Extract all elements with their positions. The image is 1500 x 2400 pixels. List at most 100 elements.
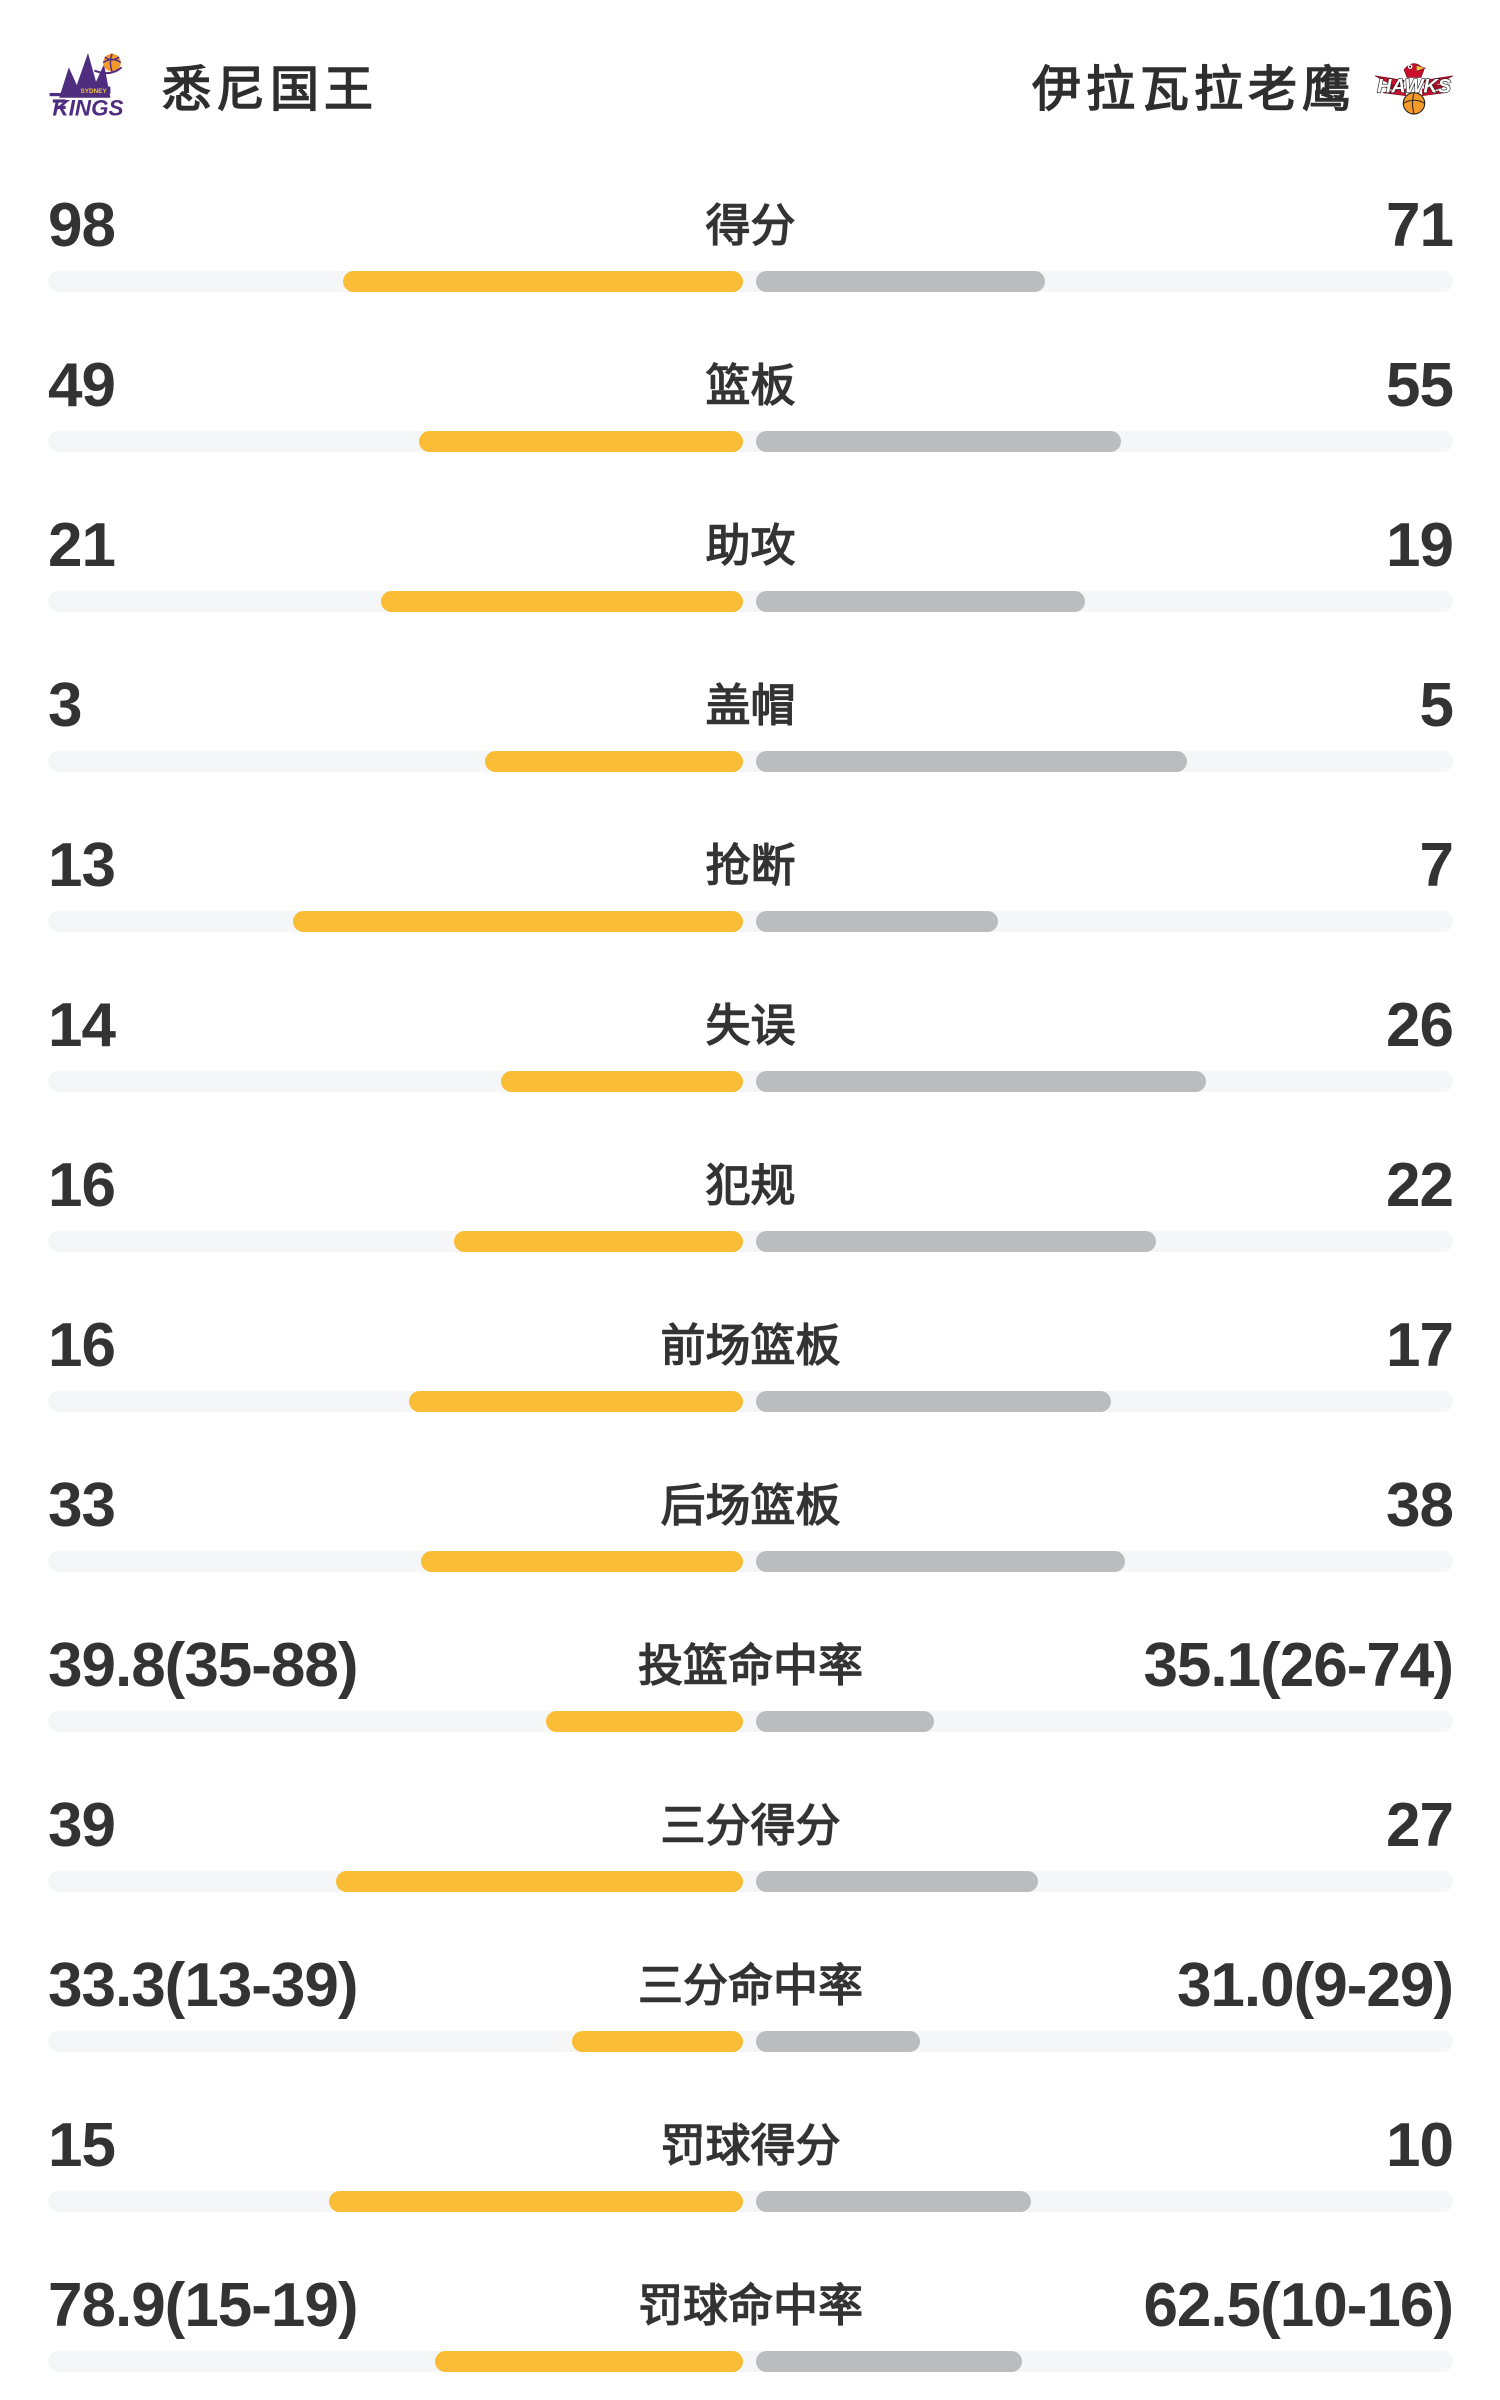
away-bar	[755, 271, 1046, 292]
svg-text:SYDNEY: SYDNEY	[80, 88, 107, 95]
home-bar	[335, 1871, 744, 1892]
away-value: 5	[1419, 671, 1454, 740]
stat-row: 16 犯规 22	[48, 1153, 1454, 1257]
away-value: 27	[1386, 1791, 1454, 1860]
header: SYDNEY KINGS 悉尼国王 伊拉瓦拉老鹰	[48, 42, 1456, 128]
svg-text:HAWKS: HAWKS	[1377, 76, 1452, 98]
stat-values-line: 15 罚球得分 10	[48, 2111, 1454, 2180]
away-value: 17	[1386, 1311, 1454, 1380]
stat-values-line: 39 三分得分 27	[48, 1791, 1454, 1860]
stat-label: 犯规	[705, 1160, 796, 1211]
stat-label: 罚球命中率	[637, 2280, 863, 2331]
away-bar	[755, 1391, 1112, 1412]
stat-label: 失误	[705, 1000, 796, 1051]
team-home: SYDNEY KINGS 悉尼国王	[48, 45, 378, 125]
home-value: 13	[48, 831, 116, 900]
away-bar	[755, 751, 1188, 772]
stat-bar-track	[48, 271, 1453, 292]
away-value: 55	[1386, 351, 1454, 420]
stat-values-line: 14 失误 26	[48, 991, 1454, 1060]
stat-row: 16 前场篮板 17	[48, 1311, 1454, 1417]
stat-row: 39 三分得分 27	[48, 1791, 1454, 1897]
stat-label: 投篮命中率	[637, 1640, 863, 1691]
stat-values-line: 3 盖帽 5	[48, 671, 1454, 740]
sydney-kings-logo: SYDNEY KINGS	[49, 53, 124, 120]
away-bar	[755, 2351, 1022, 2372]
away-value: 7	[1419, 831, 1454, 900]
away-bar	[755, 2191, 1032, 2212]
home-value: 39.8(35-88)	[48, 1631, 359, 1700]
home-bar	[501, 1071, 744, 1092]
away-bar	[755, 1871, 1039, 1892]
stat-values-line: 16 前场篮板 17	[48, 1311, 1454, 1380]
team-away-name: 伊拉瓦拉老鹰	[1031, 62, 1356, 117]
illawarra-hawks-logo: HAWKS	[1374, 63, 1454, 115]
stat-bar-track	[48, 1071, 1453, 1092]
stat-label: 篮板	[705, 360, 796, 411]
home-value: 39	[48, 1791, 116, 1860]
stat-bar-track	[48, 431, 1453, 452]
away-value: 10	[1386, 2111, 1454, 2180]
stat-values-line: 21 助攻 19	[48, 511, 1454, 580]
stat-bar-track	[48, 1551, 1453, 1572]
stat-values-line: 49 篮板 55	[48, 351, 1454, 420]
stat-values-line: 33 后场篮板 38	[48, 1471, 1454, 1540]
stat-row: 15 罚球得分 10	[48, 2111, 1454, 2217]
away-bar	[755, 1711, 935, 1732]
stat-bar-track	[48, 2351, 1453, 2372]
team-away: 伊拉瓦拉老鹰 HAWKS	[1032, 43, 1456, 127]
stat-row: 14 失误 26	[48, 991, 1454, 1097]
stat-row: 49 篮板 55	[48, 351, 1454, 457]
home-value: 3	[48, 671, 82, 740]
stat-label: 三分得分	[660, 1800, 841, 1851]
away-bar	[755, 1231, 1157, 1252]
away-value: 71	[1386, 191, 1454, 260]
stat-row: 3 盖帽 5	[48, 671, 1454, 777]
home-value: 33	[48, 1471, 116, 1540]
stat-values-line: 98 得分 71	[48, 191, 1454, 260]
stat-values-line: 33.3(13-39) 三分命中率 31.0(9-29)	[48, 1953, 1454, 2019]
home-value: 49	[48, 351, 116, 420]
stat-bar-track	[48, 1711, 1453, 1732]
home-bar	[484, 751, 744, 772]
stat-label: 三分命中率	[637, 1960, 863, 2011]
stat-bar-track	[48, 751, 1453, 772]
home-bar	[380, 591, 744, 612]
stat-row: 39.8(35-88) 投篮命中率 35.1(26-74)	[48, 1631, 1454, 1737]
home-bar	[342, 271, 744, 292]
stat-row: 21 助攻 19	[48, 511, 1454, 617]
home-bar	[418, 431, 744, 452]
stat-bar-track	[48, 1871, 1453, 1892]
home-value: 78.9(15-19)	[48, 2271, 359, 2340]
stat-bar-track	[48, 2031, 1453, 2052]
away-value: 19	[1386, 511, 1454, 580]
svg-text:KINGS: KINGS	[53, 95, 124, 120]
stat-bar-track	[48, 911, 1453, 932]
home-bar	[421, 1551, 744, 1572]
home-bar	[453, 1231, 744, 1252]
away-bar	[755, 1551, 1126, 1572]
stat-row: 98 得分 71	[48, 191, 1454, 297]
stat-row: 78.9(15-19) 罚球命中率 62.5(10-16)	[48, 2271, 1454, 2377]
stat-values-line: 39.8(35-88) 投篮命中率 35.1(26-74)	[48, 1631, 1454, 1700]
home-bar	[546, 1711, 744, 1732]
home-value: 14	[48, 991, 116, 1060]
home-bar	[408, 1391, 744, 1412]
stat-label: 罚球得分	[660, 2120, 841, 2171]
home-bar	[328, 2191, 744, 2212]
stat-label: 前场篮板	[660, 1320, 841, 1371]
team-home-name: 悉尼国王	[162, 62, 379, 117]
away-bar	[755, 911, 998, 932]
stat-bar-track	[48, 2191, 1453, 2212]
stat-row: 33 后场篮板 38	[48, 1471, 1454, 1577]
stat-label: 后场篮板	[660, 1480, 841, 1531]
stat-bar-track	[48, 1391, 1453, 1412]
home-value: 98	[48, 191, 116, 260]
stat-label: 助攻	[705, 520, 796, 571]
stat-values-line: 13 抢断 7	[48, 831, 1454, 900]
stat-row: 13 抢断 7	[48, 831, 1454, 937]
home-bar	[435, 2351, 744, 2372]
away-bar	[755, 591, 1085, 612]
stat-values-line: 16 犯规 22	[48, 1153, 1454, 1219]
